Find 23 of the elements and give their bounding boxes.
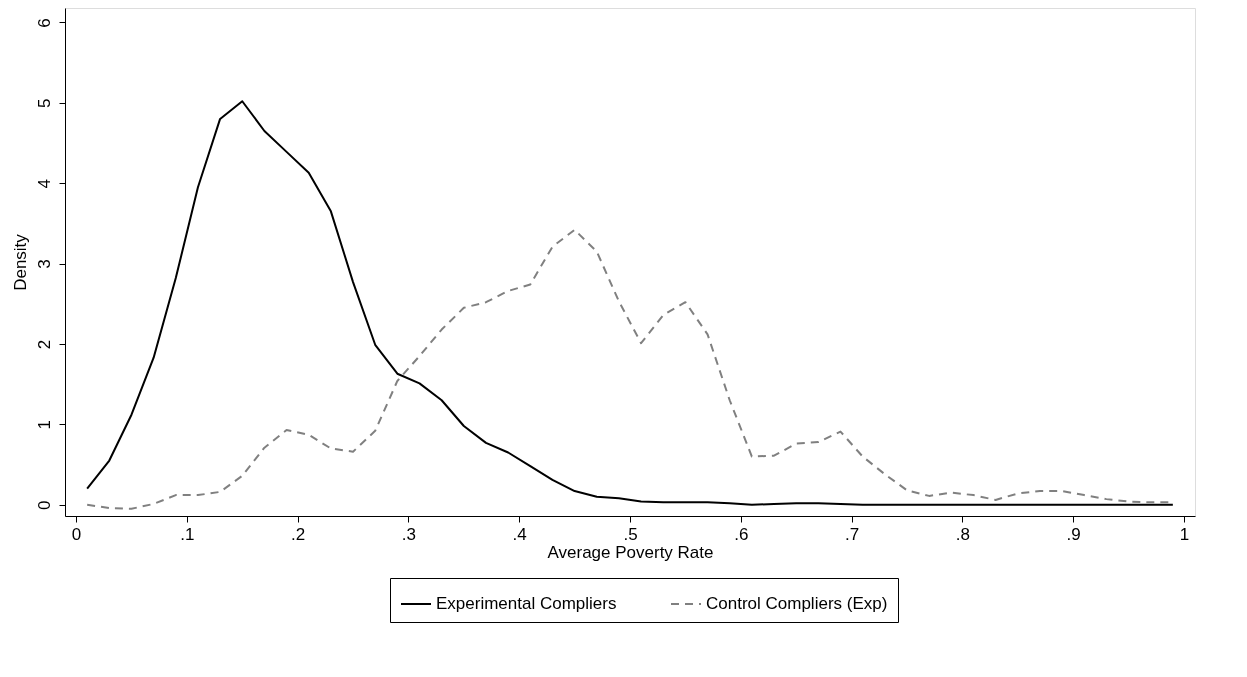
x-tick-label: 1: [1179, 524, 1190, 544]
y-axis-title: Density: [10, 233, 30, 291]
y-tick-label: 6: [34, 18, 54, 28]
y-tick-label: 4: [34, 178, 54, 189]
x-tick-label: .3: [401, 524, 417, 544]
x-tick-label: .5: [623, 524, 638, 544]
y-tick-label: 3: [34, 259, 54, 269]
x-tick-label: .4: [512, 524, 527, 544]
line-series: [86, 100, 1174, 506]
x-tick-label: .9: [1066, 524, 1081, 544]
x-tick-label: .7: [844, 524, 860, 544]
x-tick-label: .6: [734, 524, 749, 544]
legend-label: Control Compliers (Exp): [706, 594, 888, 613]
x-tick-label: 0: [71, 524, 82, 544]
y-tick-label: 0: [34, 500, 54, 510]
y-tick-label: 5: [34, 98, 54, 109]
y-tick-label: 2: [34, 339, 54, 350]
y-tick-label: 1: [34, 420, 54, 430]
x-tick-label: .8: [955, 524, 970, 544]
x-tick-label: .1: [180, 524, 195, 544]
x-tick-label: .2: [291, 524, 306, 544]
legend-label: Experimental Compliers: [436, 594, 617, 613]
x-axis-title: Average Poverty Rate: [547, 542, 714, 562]
